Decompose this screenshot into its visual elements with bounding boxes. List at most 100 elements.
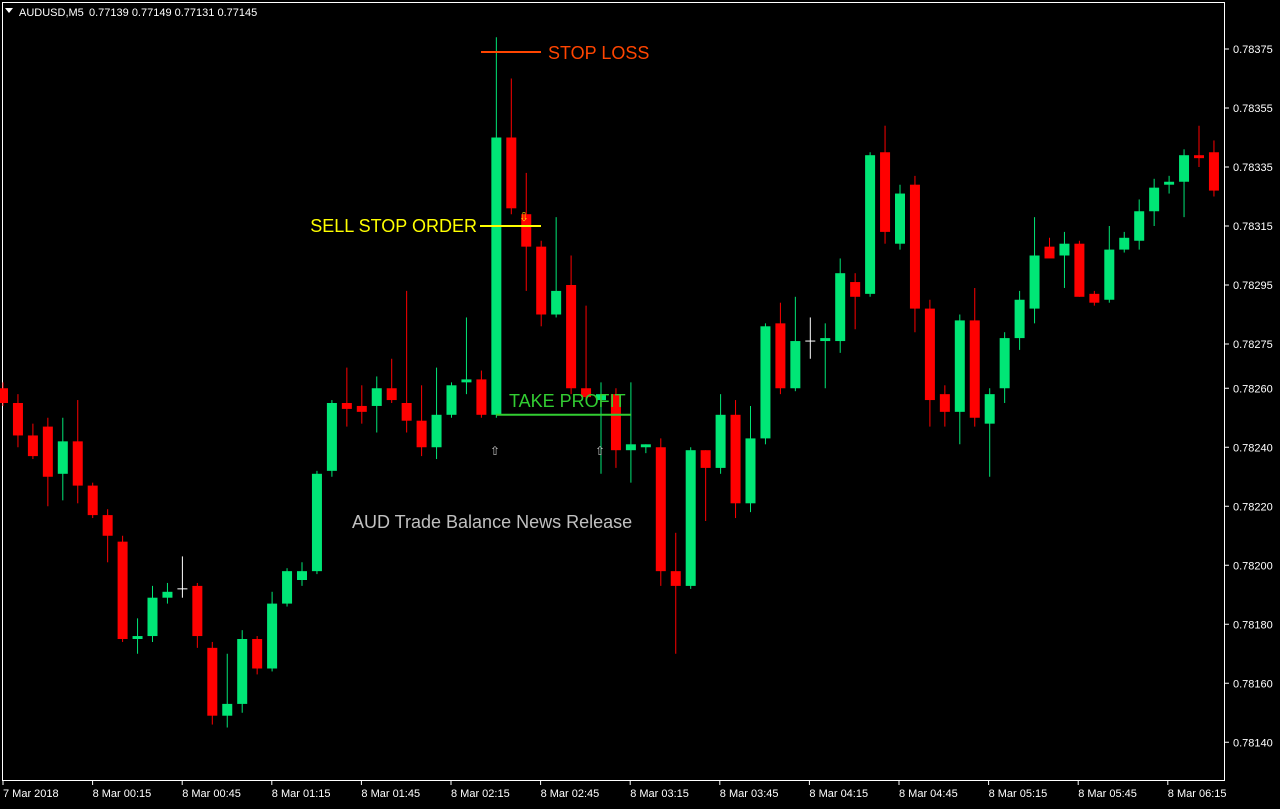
candle[interactable] <box>267 591 278 672</box>
candle[interactable] <box>57 417 68 501</box>
candle[interactable] <box>566 255 577 395</box>
candle[interactable] <box>207 641 218 725</box>
candle[interactable] <box>1208 140 1219 197</box>
candle[interactable] <box>969 287 980 427</box>
candle[interactable] <box>954 314 965 445</box>
candle[interactable] <box>282 568 293 607</box>
candle[interactable] <box>984 388 995 477</box>
candle-body <box>1179 155 1190 182</box>
candle[interactable] <box>551 217 562 318</box>
candle-body <box>27 435 38 457</box>
candle[interactable] <box>835 258 846 353</box>
candle[interactable] <box>1119 231 1130 253</box>
candle[interactable] <box>237 630 248 713</box>
candle[interactable] <box>132 618 143 654</box>
candle[interactable] <box>1014 290 1025 350</box>
candle[interactable] <box>625 382 636 483</box>
candle[interactable] <box>311 470 322 575</box>
candle[interactable] <box>12 394 23 448</box>
candle[interactable] <box>147 585 158 642</box>
candle[interactable] <box>999 332 1010 403</box>
candle[interactable] <box>581 305 592 401</box>
candle[interactable] <box>27 423 38 460</box>
candle-body <box>282 571 293 604</box>
candle[interactable] <box>0 382 8 406</box>
candle[interactable] <box>790 296 801 392</box>
candle[interactable] <box>252 636 263 675</box>
candle[interactable] <box>416 385 427 457</box>
candle[interactable] <box>640 444 651 454</box>
candle[interactable] <box>924 299 935 427</box>
candle[interactable] <box>655 438 666 586</box>
candle[interactable] <box>909 175 920 333</box>
candle-body <box>371 388 382 406</box>
candle[interactable] <box>1074 240 1085 297</box>
candle[interactable] <box>1104 226 1115 303</box>
candle-body <box>536 246 547 315</box>
candle[interactable] <box>117 535 128 642</box>
candle[interactable] <box>850 273 861 330</box>
candle[interactable] <box>491 37 502 418</box>
candle[interactable] <box>431 367 442 460</box>
candle[interactable] <box>685 447 696 589</box>
candle[interactable] <box>461 317 472 395</box>
candle[interactable] <box>162 582 173 604</box>
candle[interactable] <box>1044 237 1055 259</box>
candle-body <box>446 385 457 415</box>
candle[interactable] <box>341 367 352 427</box>
candle-body <box>57 441 68 474</box>
candle-body <box>1074 243 1085 297</box>
candle[interactable] <box>506 78 517 215</box>
candle-body <box>0 388 8 403</box>
candle[interactable] <box>42 417 53 507</box>
candle[interactable] <box>536 240 547 327</box>
candle[interactable] <box>326 400 337 477</box>
candle[interactable] <box>596 382 606 474</box>
candle[interactable] <box>87 482 98 519</box>
candle[interactable] <box>715 394 726 474</box>
candle[interactable] <box>446 382 457 418</box>
candle[interactable] <box>371 376 382 433</box>
candle[interactable] <box>386 358 397 403</box>
chart-menu-icon[interactable] <box>5 8 13 13</box>
candle-body <box>102 515 113 536</box>
time-tick-label: 8 Mar 00:45 <box>182 788 241 800</box>
candle[interactable] <box>1164 175 1175 194</box>
candle[interactable] <box>72 400 83 504</box>
candle[interactable] <box>102 509 113 563</box>
candle[interactable] <box>700 450 711 521</box>
candle[interactable] <box>775 302 786 395</box>
candle[interactable] <box>760 323 771 445</box>
candle-body <box>87 485 98 516</box>
candle[interactable] <box>1149 178 1160 226</box>
candle[interactable] <box>1194 125 1204 167</box>
candle[interactable] <box>1089 290 1100 306</box>
candle[interactable] <box>880 125 891 244</box>
candle[interactable] <box>820 323 831 389</box>
candle[interactable] <box>192 582 203 648</box>
candle[interactable] <box>939 385 950 427</box>
candle[interactable] <box>670 532 681 654</box>
candle[interactable] <box>1179 149 1190 218</box>
take-profit-label: TAKE PROFIT <box>509 391 626 411</box>
candle[interactable] <box>865 152 876 297</box>
candle[interactable] <box>730 400 741 519</box>
time-tick-label: 8 Mar 03:15 <box>630 788 689 800</box>
candle[interactable] <box>610 388 621 468</box>
candle[interactable] <box>521 172 532 291</box>
candle[interactable] <box>297 562 307 586</box>
candle[interactable] <box>222 653 233 728</box>
candle[interactable] <box>1029 217 1040 324</box>
candle[interactable] <box>476 370 487 418</box>
candle[interactable] <box>401 290 412 433</box>
candle[interactable] <box>356 385 367 424</box>
candle[interactable] <box>805 317 816 359</box>
candle[interactable] <box>745 405 756 513</box>
candle-body <box>267 603 278 669</box>
candle[interactable] <box>1059 231 1070 288</box>
candle[interactable] <box>1134 199 1145 250</box>
candle[interactable] <box>177 556 188 598</box>
candle[interactable] <box>895 184 905 250</box>
